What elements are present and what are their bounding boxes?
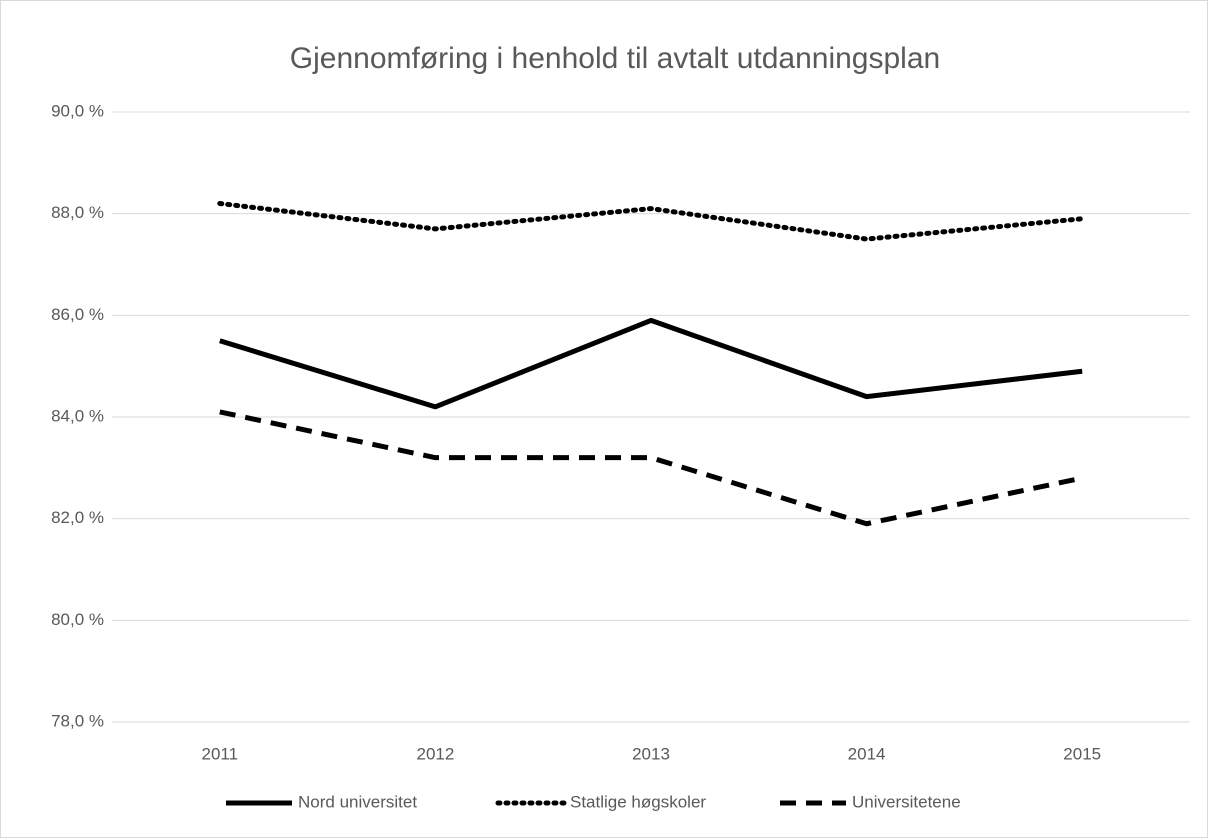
x-tick-label: 2013 <box>632 744 670 763</box>
x-tick-label: 2012 <box>416 744 454 763</box>
y-tick-label: 90,0 % <box>51 101 104 120</box>
x-tick-label: 2015 <box>1063 744 1101 763</box>
y-tick-label: 84,0 % <box>51 406 104 425</box>
x-tick-label: 2011 <box>202 744 239 763</box>
legend-label: Nord universitet <box>298 792 417 811</box>
data-line <box>217 201 1085 242</box>
y-tick-label: 86,0 % <box>51 305 104 324</box>
data-line <box>219 409 1083 527</box>
data-line <box>219 317 1083 410</box>
y-tick-label: 88,0 % <box>51 203 104 222</box>
y-tick-label: 82,0 % <box>51 508 104 527</box>
y-tick-label: 80,0 % <box>51 610 104 629</box>
x-tick-label: 2014 <box>848 744 886 763</box>
legend-label: Universitetene <box>852 792 961 811</box>
legend-label: Statlige høgskoler <box>570 792 706 811</box>
y-tick-label: 78,0 % <box>51 711 104 730</box>
chart-title: Gjennomføring i henhold til avtalt utdan… <box>290 42 940 75</box>
